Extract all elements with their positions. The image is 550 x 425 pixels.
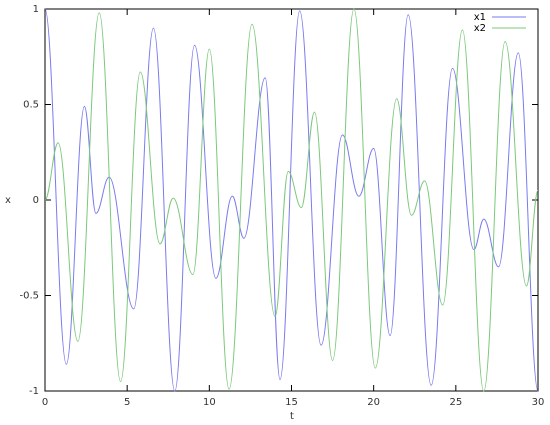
- plot-frame: [44, 8, 539, 392]
- y-tick-label: 1: [33, 4, 39, 15]
- x-tick-label: 15: [285, 397, 298, 408]
- legend-label: x1: [474, 12, 486, 23]
- y-axis-label: x: [5, 195, 11, 206]
- x-tick-label: 5: [124, 397, 130, 408]
- y-tick-label: 0.5: [23, 100, 39, 111]
- y-tick-label: -1: [29, 386, 39, 397]
- y-tick-label: -0.5: [19, 291, 39, 302]
- x-tick-label: 20: [367, 397, 380, 408]
- series-line: [44, 8, 539, 392]
- x-tick-label: 25: [449, 397, 462, 408]
- legend-label: x2: [474, 23, 486, 34]
- x-tick-label: 30: [532, 397, 545, 408]
- x-axis-label: t: [290, 411, 294, 422]
- x-tick-label: 10: [203, 397, 216, 408]
- series-line: [44, 8, 539, 392]
- y-tick-label: 0: [33, 195, 39, 206]
- x-tick-label: 0: [42, 397, 48, 408]
